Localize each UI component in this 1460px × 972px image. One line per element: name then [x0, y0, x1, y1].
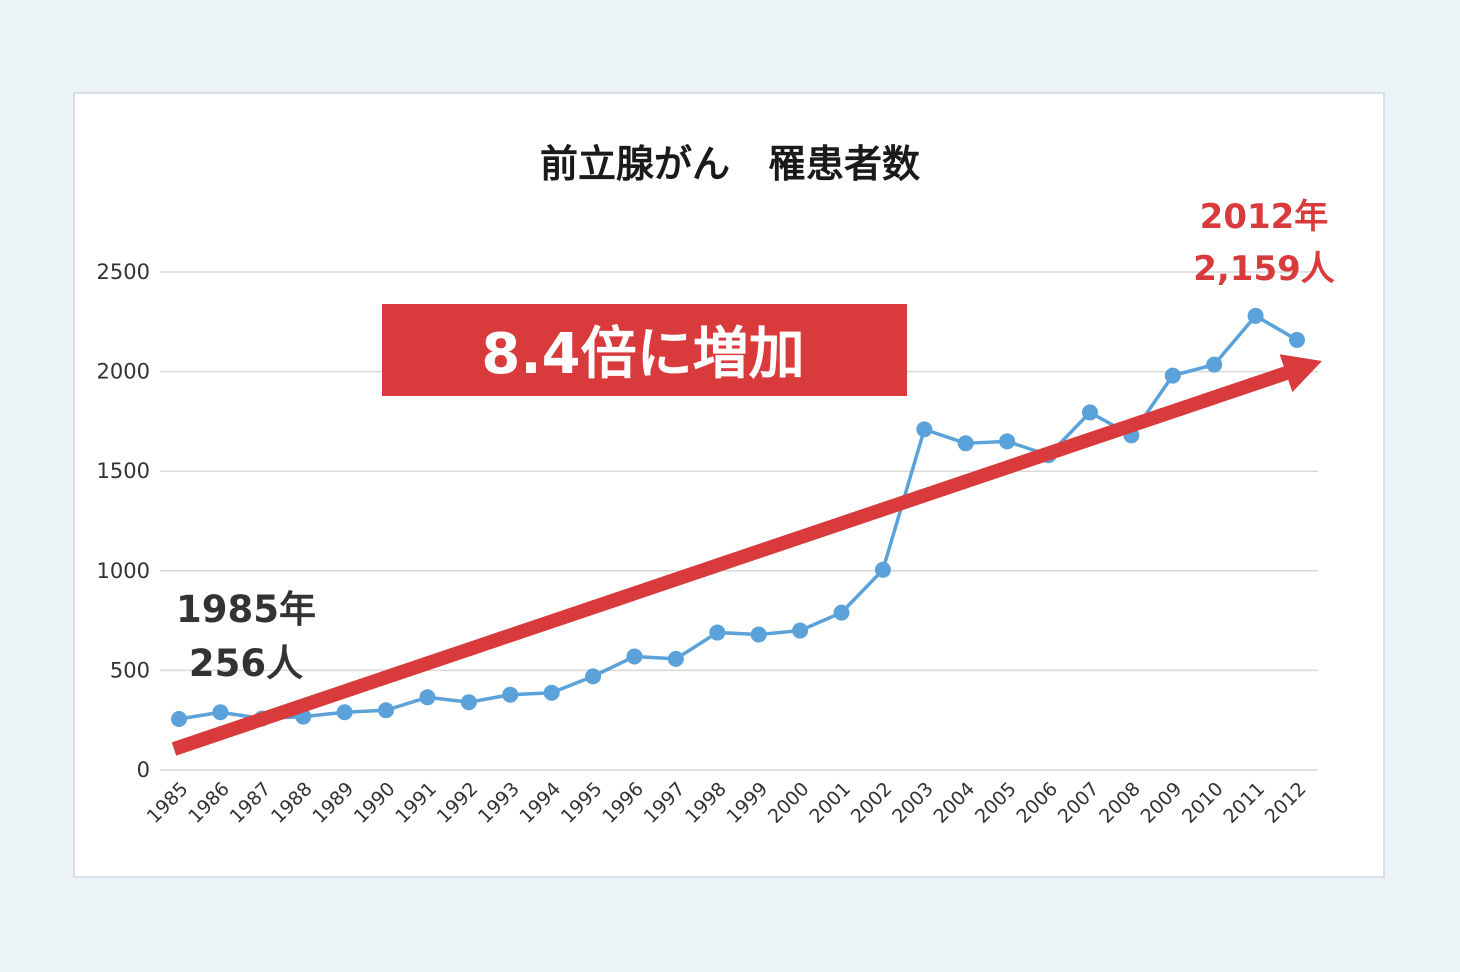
x-tick-label: 1987 [226, 778, 276, 828]
trend-arrow [171, 354, 1322, 756]
x-tick-label: 2006 [1012, 778, 1062, 828]
x-tick-label: 1989 [308, 778, 358, 828]
x-tick-label: 2002 [847, 778, 897, 828]
x-tick-label: 1990 [350, 778, 400, 828]
data-point [792, 622, 809, 639]
data-point [212, 704, 229, 721]
end-value-label: 2,159人 [1193, 249, 1335, 289]
end-year-label: 2012年 [1200, 197, 1329, 237]
x-tick-label: 1999 [722, 778, 772, 828]
y-tick-label: 1000 [97, 559, 150, 583]
data-point [750, 626, 767, 643]
x-tick-label: 2010 [1178, 778, 1228, 828]
data-point [460, 694, 477, 711]
x-tick-label: 2000 [764, 778, 814, 828]
data-point [999, 433, 1016, 450]
data-point [543, 684, 560, 701]
data-point [667, 650, 684, 667]
y-axis-ticks: 0 500 1000 1500 2000 2500 [97, 260, 150, 782]
x-tick-label: 2008 [1095, 778, 1145, 828]
data-point [1247, 307, 1264, 324]
x-tick-label: 2001 [805, 778, 855, 828]
x-tick-label: 2004 [930, 778, 980, 828]
data-point [1289, 331, 1305, 348]
data-point [1206, 356, 1223, 373]
x-axis-ticks: 1985198619871988198919901991199219931994… [143, 778, 1311, 828]
series-line [178, 314, 1298, 721]
data-point [1081, 404, 1098, 421]
start-value-label: 256人 [189, 642, 303, 685]
data-point [336, 704, 353, 721]
x-tick-label: 1994 [515, 778, 565, 828]
y-tick-label: 0 [137, 758, 150, 782]
x-tick-label: 1995 [557, 778, 607, 828]
data-point [585, 668, 602, 685]
x-tick-label: 1992 [433, 778, 483, 828]
chart-card: 前立腺がん 罹患者数 0 500 1000 1500 2000 2500 1985 1986… [73, 92, 1385, 878]
x-tick-label: 1986 [184, 778, 234, 828]
x-tick-label: 1993 [474, 778, 524, 828]
data-point [957, 435, 974, 452]
y-tick-label: 2000 [97, 360, 150, 384]
chart-title: 前立腺がん 罹患者数 [540, 142, 920, 186]
data-point [833, 604, 850, 621]
x-tick-label: 1991 [391, 778, 441, 828]
x-tick-label: 1997 [640, 778, 690, 828]
x-tick-label: 1998 [681, 778, 731, 828]
data-point [378, 702, 395, 719]
y-tick-label: 1500 [97, 459, 150, 483]
x-tick-label: 2012 [1261, 778, 1311, 828]
x-tick-label: 1988 [267, 778, 317, 828]
banner-box [382, 304, 907, 396]
x-tick-label: 2005 [971, 778, 1021, 828]
data-point [1164, 367, 1181, 384]
banner-label: 8.4倍に増加 [481, 322, 804, 387]
start-year-label: 1985年 [176, 588, 316, 631]
data-point [626, 648, 643, 665]
y-tick-label: 500 [110, 658, 150, 682]
data-point [916, 421, 933, 438]
data-point [171, 711, 187, 728]
x-tick-label: 2007 [1054, 778, 1104, 828]
trend-arrow-shape [171, 354, 1322, 756]
x-tick-label: 1985 [143, 778, 193, 828]
x-tick-label: 2003 [888, 778, 938, 828]
x-tick-label: 2009 [1137, 778, 1187, 828]
line-chart: 前立腺がん 罹患者数 0 500 1000 1500 2000 2500 19851986… [97, 142, 1335, 828]
data-point [709, 624, 726, 641]
x-tick-label: 2011 [1219, 778, 1269, 828]
y-tick-label: 2500 [97, 260, 150, 284]
data-point [874, 561, 891, 578]
x-tick-label: 1996 [598, 778, 648, 828]
data-point [419, 689, 436, 706]
data-point [502, 686, 519, 703]
